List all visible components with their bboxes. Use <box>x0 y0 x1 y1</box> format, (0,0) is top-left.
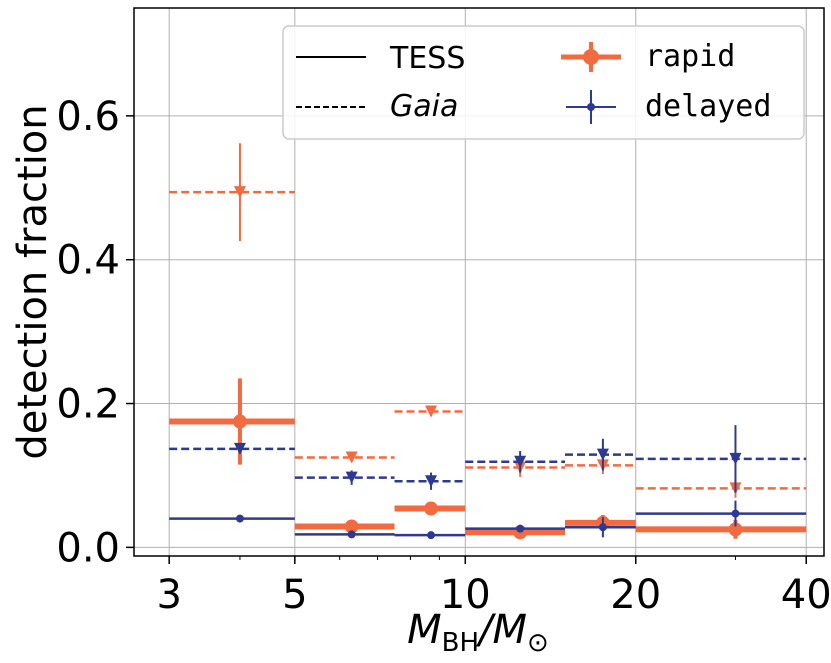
x-tick-label-10: 10 <box>440 572 491 618</box>
legend-delayed-swatch <box>566 90 616 124</box>
marker-delayed-tess-4 <box>598 523 607 532</box>
plot-data <box>169 143 807 540</box>
marker-rapid-tess-2 <box>424 501 439 516</box>
marker-rapid-gaia-0 <box>233 186 246 199</box>
x-tick-label-5: 5 <box>282 572 307 618</box>
marker-delayed-gaia-3 <box>514 455 527 468</box>
marker-delayed-gaia-2 <box>425 475 438 488</box>
legend-rapid-swatch <box>561 42 621 72</box>
series-rapid-gaia <box>169 143 807 498</box>
y-tick-label-0.0: 0.0 <box>56 525 120 571</box>
legend-tess-label: TESS <box>389 41 465 76</box>
y-tick-label-0.4: 0.4 <box>56 238 120 284</box>
x-tick-label-3: 3 <box>156 572 181 618</box>
axes-frame <box>133 7 825 557</box>
legend-rapid-label: rapid <box>645 39 735 74</box>
x-axis-label-main: M <box>407 607 442 653</box>
plot-frame <box>133 7 825 557</box>
x-axis-label-sub-bh: BH <box>442 628 479 658</box>
y-tick-label-0.6: 0.6 <box>56 94 120 140</box>
legend-rapid-marker <box>583 49 599 65</box>
y-axis-label: detection fraction <box>10 104 56 459</box>
legend-frame <box>282 25 805 140</box>
legend: TESS Gaia rapid delayed <box>282 25 805 140</box>
marker-delayed-gaia-5 <box>729 452 742 465</box>
x-tick-label-40: 40 <box>781 572 831 618</box>
x-axis-label-slash: /M <box>476 607 527 653</box>
marker-rapid-gaia-2 <box>425 405 438 418</box>
legend-gaia-label: Gaia <box>390 89 458 124</box>
marker-delayed-gaia-1 <box>345 471 358 484</box>
x-axis-label-sub-sun: ⊙ <box>527 628 549 658</box>
marker-delayed-tess-3 <box>516 524 525 533</box>
marker-rapid-tess-0 <box>232 414 247 429</box>
series-delayed-gaia <box>169 425 807 493</box>
marker-delayed-tess-1 <box>347 530 356 539</box>
marker-delayed-tess-0 <box>235 514 244 523</box>
x-tick-label-20: 20 <box>610 572 661 618</box>
marker-rapid-tess-5 <box>728 522 743 537</box>
marker-delayed-gaia-0 <box>233 442 246 455</box>
marker-rapid-gaia-1 <box>345 451 358 464</box>
x-axis-label: MBH/M⊙ <box>407 607 549 658</box>
marker-delayed-gaia-4 <box>596 448 609 461</box>
marker-rapid-tess-1 <box>344 519 359 534</box>
y-tick-label-0.2: 0.2 <box>56 382 120 428</box>
legend-delayed-label: delayed <box>645 89 771 124</box>
axis-ticks: 3 5 10 20 40 0.0 0.2 0.4 0.6 <box>56 94 831 618</box>
series-delayed-tess <box>169 500 807 540</box>
legend-delayed-marker <box>587 103 595 111</box>
marker-delayed-tess-2 <box>427 531 436 540</box>
marker-delayed-tess-5 <box>731 509 740 518</box>
